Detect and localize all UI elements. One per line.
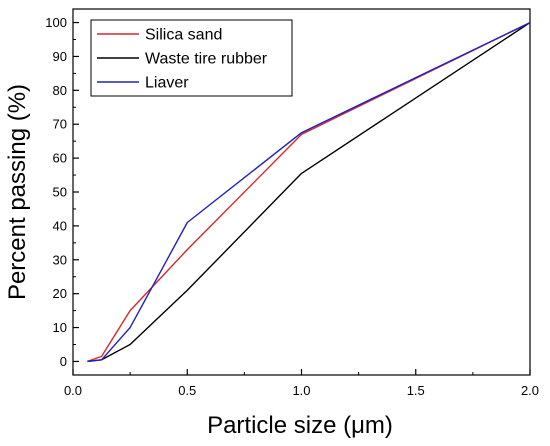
y-axis-title: Percent passing (%) (4, 84, 31, 300)
legend-label: Liaver (145, 75, 189, 92)
y-tick-label: 90 (53, 49, 67, 64)
y-tick-label: 10 (53, 320, 67, 335)
y-tick-label: 30 (53, 252, 67, 267)
legend-label: Silica sand (145, 27, 222, 44)
x-tick-label: 1.0 (292, 383, 310, 398)
x-tick-label: 1.5 (407, 383, 425, 398)
y-tick-label: 0 (60, 354, 67, 369)
series-layer (87, 21, 531, 363)
legend: Silica sand Waste tire rubber Liaver (90, 19, 293, 97)
y-tick-label: 80 (53, 83, 67, 98)
x-axis: 0.0 0.5 1.0 1.5 2.0 (64, 369, 539, 398)
x-tick-label: 0.5 (178, 383, 196, 398)
y-axis: 0 10 20 30 40 50 60 70 80 90 100 (45, 15, 79, 369)
y-tick-label: 50 (53, 185, 67, 200)
y-tick-label: 70 (53, 117, 67, 132)
y-tick-label: 40 (53, 218, 67, 233)
series-line-silica-sand (87, 21, 531, 363)
x-axis-title: Particle size (μm) (207, 412, 393, 439)
y-tick-label: 100 (45, 15, 67, 30)
series-line-liaver (87, 21, 531, 363)
x-tick-label: 0.0 (64, 383, 82, 398)
y-tick-label: 20 (53, 286, 67, 301)
y-tick-label: 60 (53, 151, 67, 166)
x-tick-label: 2.0 (521, 383, 539, 398)
legend-label: Waste tire rubber (145, 51, 268, 68)
